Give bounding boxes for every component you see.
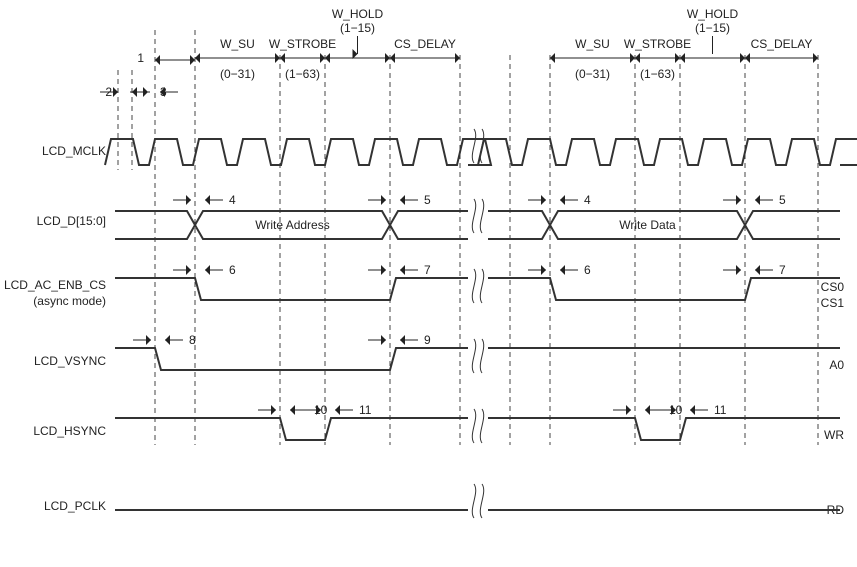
svg-text:(async mode): (async mode) xyxy=(33,294,106,308)
svg-text:W_SU: W_SU xyxy=(575,37,610,51)
svg-text:1: 1 xyxy=(137,51,144,65)
svg-text:CS_DELAY: CS_DELAY xyxy=(394,37,456,51)
svg-text:6: 6 xyxy=(229,263,236,277)
svg-text:W_STROBE: W_STROBE xyxy=(269,37,336,51)
svg-text:CS_DELAY: CS_DELAY xyxy=(751,37,813,51)
svg-text:11: 11 xyxy=(714,403,727,417)
svg-text:WR: WR xyxy=(824,428,844,442)
svg-text:4: 4 xyxy=(229,193,236,207)
svg-text:11: 11 xyxy=(359,403,372,417)
svg-text:4: 4 xyxy=(584,193,591,207)
svg-text:(1−15): (1−15) xyxy=(340,21,375,35)
svg-text:(0−31): (0−31) xyxy=(575,67,610,81)
svg-text:LCD_PCLK: LCD_PCLK xyxy=(44,499,106,513)
svg-text:CS1: CS1 xyxy=(821,296,845,310)
svg-text:7: 7 xyxy=(779,263,786,277)
svg-text:W_HOLD: W_HOLD xyxy=(687,7,739,21)
svg-text:Write Address: Write Address xyxy=(255,218,329,232)
svg-text:LCD_D[15:0]: LCD_D[15:0] xyxy=(37,214,106,228)
svg-text:W_HOLD: W_HOLD xyxy=(332,7,384,21)
svg-text:7: 7 xyxy=(424,263,431,277)
svg-text:W_SU: W_SU xyxy=(220,37,255,51)
svg-text:8: 8 xyxy=(189,333,196,347)
svg-text:(0−31): (0−31) xyxy=(220,67,255,81)
svg-text:5: 5 xyxy=(424,193,431,207)
svg-text:A0: A0 xyxy=(829,358,844,372)
svg-text:(1−15): (1−15) xyxy=(695,21,730,35)
svg-text:9: 9 xyxy=(424,333,431,347)
svg-text:Write Data: Write Data xyxy=(619,218,676,232)
svg-text:6: 6 xyxy=(584,263,591,277)
svg-text:CS0: CS0 xyxy=(821,280,845,294)
svg-text:(1−63): (1−63) xyxy=(285,67,320,81)
svg-text:LCD_HSYNC: LCD_HSYNC xyxy=(33,424,106,438)
svg-text:W_STROBE: W_STROBE xyxy=(624,37,691,51)
svg-text:5: 5 xyxy=(779,193,786,207)
svg-text:LCD_MCLK: LCD_MCLK xyxy=(42,144,106,158)
svg-text:LCD_VSYNC: LCD_VSYNC xyxy=(34,354,106,368)
svg-text:LCD_AC_ENB_CS: LCD_AC_ENB_CS xyxy=(4,278,106,292)
svg-text:(1−63): (1−63) xyxy=(640,67,675,81)
